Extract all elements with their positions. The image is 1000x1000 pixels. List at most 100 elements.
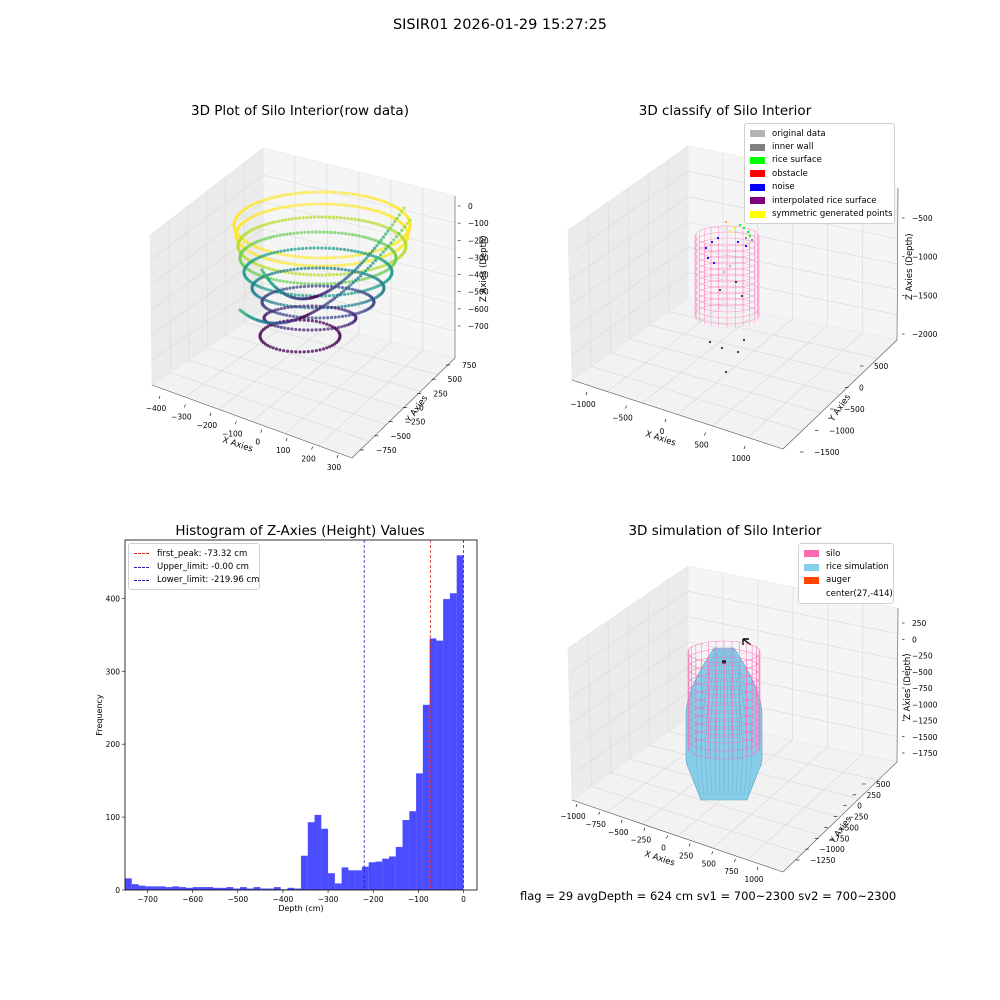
raw-point [305, 215, 309, 220]
classify-point [736, 350, 740, 354]
legend-label: symmetric generated points [772, 209, 893, 220]
histogram-bar [138, 885, 146, 890]
raw-point [281, 279, 286, 283]
classify-point [728, 230, 732, 234]
histogram-bar [449, 593, 457, 890]
raw-point [322, 327, 326, 332]
raw-point [402, 225, 407, 229]
raw-point [298, 304, 302, 308]
histogram-bar [165, 887, 173, 890]
raw-point [374, 239, 378, 243]
raw-point [339, 272, 343, 276]
raw-point [307, 256, 311, 260]
raw-point [264, 287, 268, 291]
simulation-x-tick-label: −750 [585, 820, 606, 829]
raw-point [354, 253, 358, 258]
raw-y-tick-label: −750 [376, 446, 397, 455]
raw-point [369, 258, 373, 263]
raw-point [266, 324, 270, 329]
classify-point [734, 280, 738, 284]
raw-point [340, 286, 345, 290]
rice-mesh-line [728, 649, 739, 796]
raw-point [264, 197, 268, 202]
simulation-x-tick [598, 811, 600, 815]
raw-point [353, 302, 357, 307]
classify-point [722, 270, 726, 274]
status-footer: flag = 29 avgDepth = 624 cm sv1 = 700~23… [520, 889, 897, 903]
raw-point [339, 216, 343, 220]
raw-point [315, 202, 319, 206]
legend-swatch [750, 130, 765, 138]
histogram-bar [382, 858, 389, 890]
histogram-bar [199, 887, 207, 890]
raw-point [344, 255, 348, 259]
raw-y-tick-label: 750 [462, 361, 477, 370]
raw-point [303, 230, 307, 234]
raw-point [265, 222, 269, 226]
raw-point [330, 343, 334, 348]
legend-label: silo [826, 548, 841, 559]
histogram-bar [443, 599, 450, 890]
raw-point [311, 190, 315, 194]
raw-point [335, 247, 339, 251]
raw-point [287, 204, 291, 209]
simulation-x-tick [575, 803, 578, 808]
raw-point [293, 262, 298, 267]
raw-point [322, 266, 326, 270]
raw-gridline [151, 384, 353, 459]
histogram-y-tick-label: 100 [106, 813, 121, 822]
raw-point [275, 278, 279, 282]
histogram-bar [321, 828, 329, 890]
raw-point [306, 318, 310, 322]
raw-point [306, 304, 310, 308]
classify-point [732, 226, 736, 230]
raw-point [267, 299, 271, 304]
raw-point [360, 205, 364, 210]
raw-point [294, 350, 298, 354]
raw-point [325, 264, 329, 268]
raw-point [378, 265, 382, 269]
legend-swatch [750, 183, 765, 191]
silo-ring [687, 648, 761, 672]
histogram-bar [267, 888, 274, 890]
raw-point [378, 223, 382, 227]
raw-point [304, 294, 309, 298]
raw-point [283, 218, 288, 222]
classify-point [716, 236, 720, 240]
histogram-bar [416, 773, 423, 890]
raw-point [404, 243, 408, 247]
histogram-bar [226, 887, 234, 890]
raw-point [297, 247, 301, 251]
classify-z-tick-label: −1000 [912, 253, 938, 262]
raw-point [286, 248, 290, 252]
raw-point [285, 287, 289, 291]
raw-point [280, 218, 284, 223]
raw-point [279, 302, 283, 307]
rice-mesh-line [696, 649, 716, 796]
raw-point [345, 323, 349, 327]
raw-point [257, 212, 261, 216]
raw-point [270, 272, 274, 276]
silo-ring [694, 279, 760, 301]
simulation-y-tick-label: −1250 [810, 856, 836, 865]
raw-point [297, 203, 301, 207]
raw-point [356, 250, 360, 254]
legend-item: rice simulation [804, 560, 889, 573]
histogram-x-tick-label: −500 [228, 895, 249, 904]
raw-gridline [351, 357, 456, 459]
classify-x-tick [704, 432, 706, 436]
raw-point [298, 350, 302, 354]
raw-point [337, 285, 341, 289]
raw-point [318, 190, 322, 194]
raw-point [306, 350, 310, 354]
raw-point [373, 249, 377, 253]
classify-point [748, 234, 752, 238]
raw-point [290, 305, 294, 309]
raw-point [382, 285, 386, 289]
raw-point [273, 301, 277, 305]
classify-point [738, 223, 742, 227]
legend-label: noise [772, 182, 795, 193]
raw-point [381, 199, 386, 204]
raw-x-tick [311, 446, 313, 450]
histogram-bar [192, 887, 200, 890]
